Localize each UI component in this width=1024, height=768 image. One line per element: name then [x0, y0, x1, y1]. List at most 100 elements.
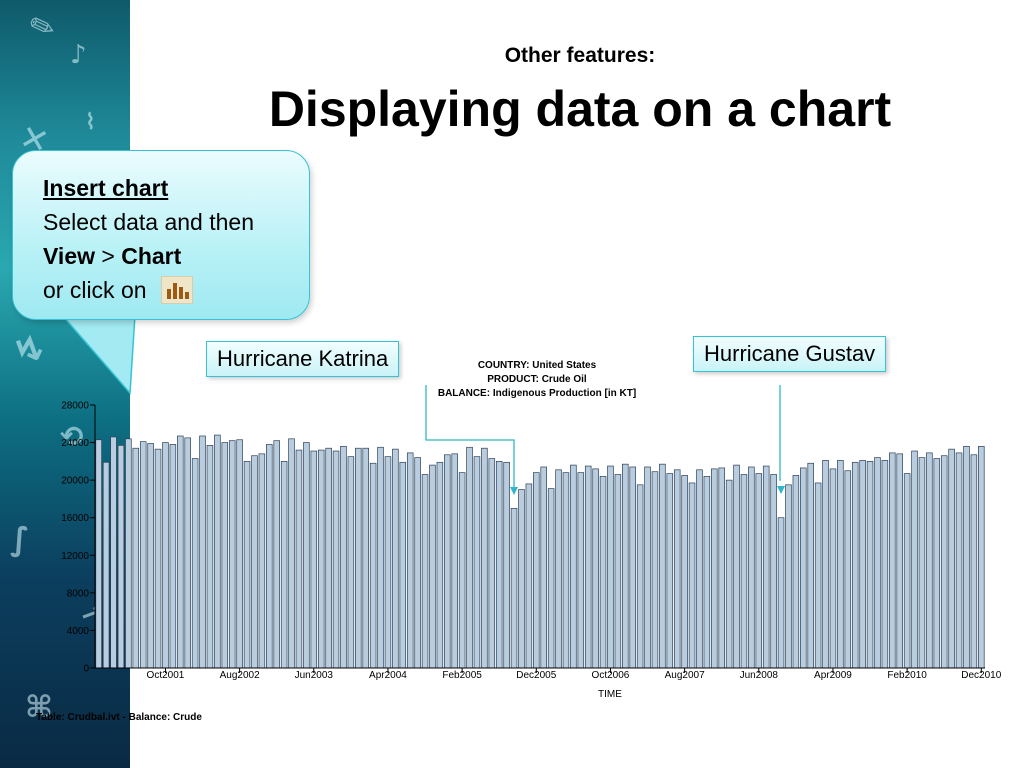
x-tick-label: Aug2002 — [220, 670, 260, 681]
bar-Jun2001 — [132, 447, 140, 669]
y-tick-label: 12000 — [61, 551, 89, 562]
bar-Mar2006 — [555, 469, 562, 669]
bar-chart-icon[interactable] — [160, 275, 193, 304]
bar-Jan2009 — [807, 462, 814, 669]
bar-May2007 — [659, 463, 666, 669]
bar-Mar2005 — [466, 446, 473, 669]
x-axis-label: TIME — [598, 689, 622, 700]
bar-Apr2010 — [918, 457, 926, 669]
bar-Jun2003 — [310, 450, 318, 669]
bar-Jul2004 — [406, 452, 414, 669]
bar-Apr2009 — [829, 468, 837, 669]
bar-Dec2008 — [800, 467, 807, 669]
bar-May2005 — [481, 447, 488, 669]
bar-Dec2002 — [266, 444, 273, 669]
bar-Jul2005 — [495, 461, 503, 669]
bar-Nov2001 — [169, 444, 177, 669]
x-tick-label: Aug2007 — [665, 670, 705, 681]
bar-Dec2004 — [444, 454, 451, 669]
bar-Jan2008 — [718, 467, 725, 669]
bar-Feb2007 — [636, 484, 644, 669]
bar-Nov2003 — [347, 456, 355, 669]
callout-line-click: or click on — [43, 273, 309, 307]
bar-Dec2005 — [533, 472, 540, 669]
bar-Jun2008 — [755, 473, 763, 669]
bar-Apr2002 — [206, 445, 214, 669]
bar-Feb2010 — [903, 473, 911, 669]
bar-Jun2006 — [577, 472, 585, 669]
bar-Oct2005 — [518, 489, 525, 669]
bar-Feb2002 — [191, 458, 199, 669]
y-tick-label: 28000 — [61, 401, 89, 412]
bar-Jun2009 — [844, 470, 852, 669]
bar-Sep2001 — [154, 448, 162, 669]
bar-Aug2007 — [681, 475, 688, 669]
decorative-side-strip: ✎ ♪ ✕ ⌇ ↯ ⟲ ∫ ↗ ⌘ — [0, 0, 130, 768]
katrina-annotation: Hurricane Katrina — [206, 341, 400, 377]
slide-title: Displaying data on a chart — [268, 81, 892, 137]
x-tick-label: Oct2001 — [147, 670, 185, 681]
production-bar-chart: 0 4000 8000 12000 16000 20000 24000 28000 Oct200… — [61, 385, 1002, 700]
bar-Feb2009 — [814, 482, 822, 669]
bar-Mar2009 — [822, 460, 829, 669]
bar-Oct2001 — [162, 442, 169, 669]
bar-Dec2010 — [978, 445, 985, 669]
bar-Jul2001 — [139, 441, 147, 669]
bar-Jul2008 — [762, 465, 770, 669]
bar-Aug2010 — [948, 448, 955, 669]
bar-Jan2004 — [362, 447, 369, 669]
bar-Feb2005 — [458, 472, 466, 669]
bar-Jan2003 — [273, 440, 280, 669]
bar-Oct2003 — [340, 445, 347, 669]
slide-subtitle: Other features: — [504, 44, 656, 67]
bar-Aug2004 — [414, 457, 421, 669]
bar-Apr2004 — [384, 456, 392, 669]
bar-Oct2004 — [429, 464, 436, 669]
bar-Sep2009 — [866, 461, 874, 669]
bar-Feb2006 — [547, 488, 555, 669]
bar-May2001 — [125, 438, 132, 669]
x-tick-label: Feb2005 — [442, 670, 482, 681]
bar-Feb2001 — [102, 461, 110, 669]
bar-Jun2007 — [666, 473, 674, 669]
chart-country: COUNTRY: United States — [477, 360, 597, 371]
bar-May2003 — [303, 442, 310, 669]
x-tick-label: Feb2010 — [887, 670, 927, 681]
bar-Apr2001 — [117, 445, 125, 669]
bar-Sep2002 — [243, 461, 251, 669]
bar-Jan2002 — [184, 437, 191, 669]
bar-May2006 — [570, 464, 577, 669]
bar-Nov2007 — [703, 476, 711, 669]
bar-Mar2008 — [733, 464, 740, 669]
bar-Feb2004 — [369, 462, 377, 669]
bar-Jul2010 — [940, 455, 948, 669]
bar-Mar2003 — [288, 438, 295, 669]
bar-Sep2005 — [510, 507, 518, 669]
bar-Sep2006 — [599, 476, 607, 669]
callout-click-text: or click on — [43, 277, 147, 303]
bar-May2009 — [837, 460, 844, 669]
bar-Jan2007 — [629, 466, 636, 669]
bar-May2010 — [926, 452, 933, 669]
bar-Jul2009 — [851, 461, 859, 669]
callout-line-menu: View > Chart — [43, 239, 309, 273]
gustav-annotation: Hurricane Gustav — [693, 336, 887, 372]
y-tick-label: 24000 — [61, 438, 89, 449]
bar-Oct2006 — [607, 465, 614, 669]
bar-Jun2010 — [933, 458, 941, 669]
bar-Jul2003 — [317, 449, 325, 669]
bar-Nov2004 — [436, 461, 444, 669]
bar-Dec2003 — [355, 447, 362, 669]
bar-Sep2010 — [955, 452, 963, 669]
gustav-arrowhead — [777, 486, 786, 494]
menu-separator: > — [95, 243, 122, 269]
bar-Apr2007 — [651, 471, 659, 669]
bar-Jul2002 — [228, 440, 236, 669]
bar-Sep2003 — [332, 450, 340, 669]
bar-Nov2002 — [258, 453, 266, 669]
bar-Nov2006 — [614, 474, 622, 669]
bar-Jan2006 — [540, 466, 547, 669]
x-tick-label: Jun2008 — [740, 670, 779, 681]
bar-Feb2003 — [280, 461, 288, 669]
bar-Aug2006 — [592, 468, 599, 669]
